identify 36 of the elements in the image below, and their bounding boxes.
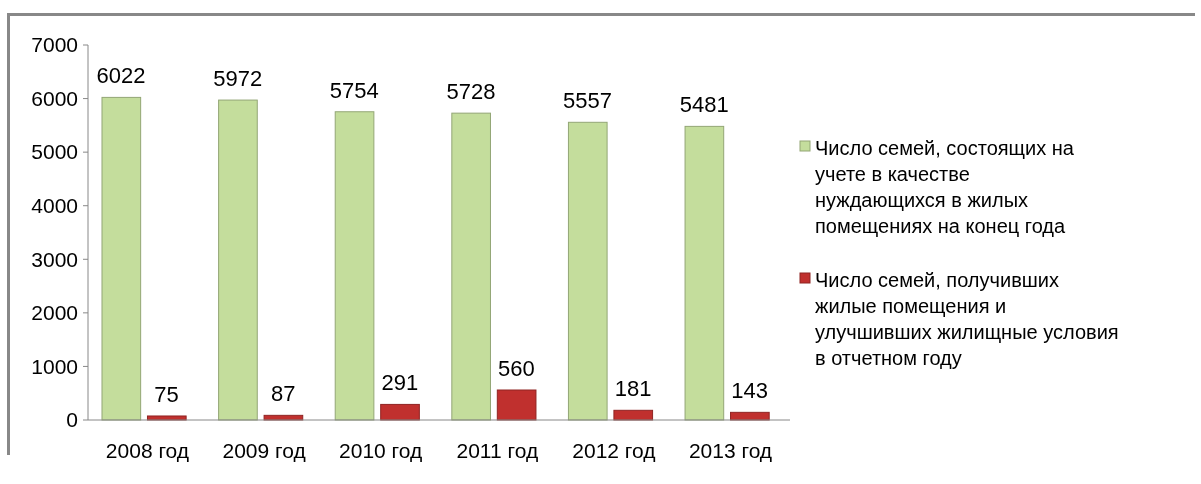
data-label: 6022	[96, 63, 146, 89]
legend-label: Число семей, состоящих на учете в качестве нуждающихся в жилых помещениях на конец года	[815, 137, 1075, 237]
y-tick-label: 2000	[31, 301, 78, 325]
data-label: 291	[381, 370, 419, 396]
x-tick-label: 2013 год	[688, 439, 773, 462]
y-tick-label: 0	[66, 408, 78, 432]
x-tick-label: 2009 год	[222, 439, 306, 462]
y-tick-label: 6000	[31, 86, 78, 110]
bar	[334, 111, 375, 421]
data-label: 181	[614, 376, 652, 402]
x-tick-label: 2011 год	[456, 439, 539, 462]
data-label: 143	[731, 378, 768, 404]
y-tick-label: 7000	[31, 33, 78, 57]
y-tick-label: 5000	[31, 140, 78, 164]
bar	[684, 125, 725, 421]
y-tick-label: 1000	[31, 354, 78, 378]
bar	[380, 403, 420, 421]
bar	[101, 96, 142, 421]
data-label: 5557	[563, 88, 613, 114]
data-label: 5728	[446, 79, 496, 105]
legend-label: Число семей, получивших жилые помещения и улучшивших жилищные условия в отчетном году	[815, 269, 1119, 369]
data-label: 5481	[679, 92, 729, 118]
data-label: 5972	[213, 66, 263, 92]
data-label: 87	[270, 381, 296, 407]
bar	[218, 99, 258, 421]
bar	[496, 389, 537, 421]
bar	[567, 121, 608, 421]
data-label: 560	[498, 356, 535, 381]
x-tick-label: 2010 год	[339, 439, 423, 462]
data-label: 5754	[329, 77, 379, 103]
y-tick-label: 3000	[31, 247, 78, 271]
x-tick-label: 2008 год	[105, 439, 190, 462]
data-label: 75	[154, 381, 179, 407]
bar	[451, 112, 491, 421]
y-tick-label: 4000	[31, 194, 78, 218]
x-tick-label: 2012 год	[572, 439, 656, 462]
